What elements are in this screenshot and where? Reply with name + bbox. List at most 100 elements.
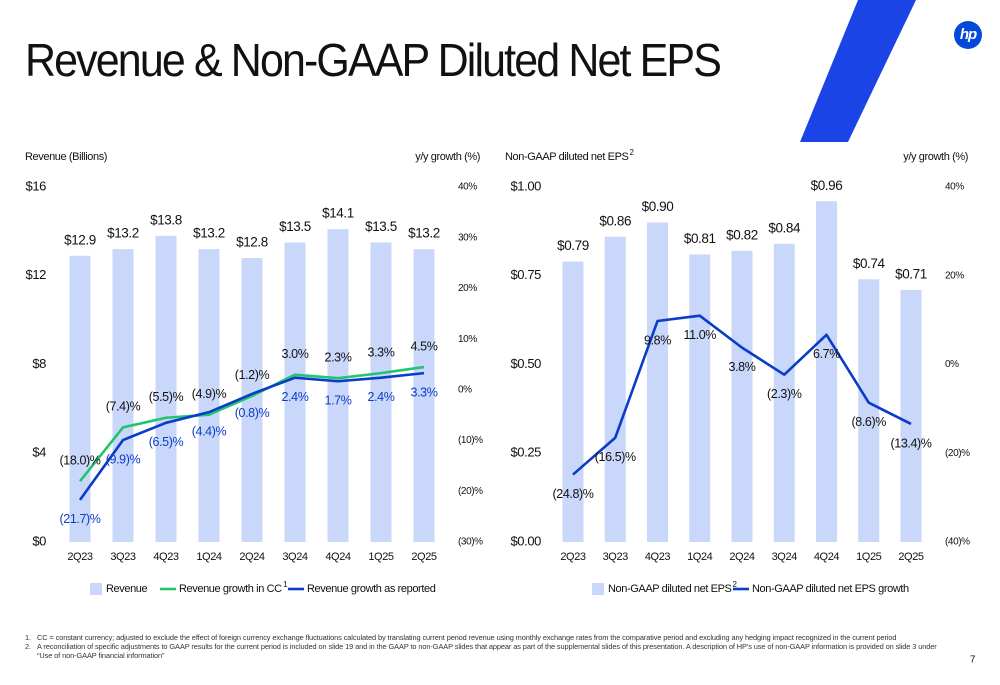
bar [689, 254, 711, 542]
y2-tick-label: (20)% [458, 486, 483, 497]
line-value-label: 4.5% [411, 339, 438, 353]
bar [773, 243, 795, 543]
bar-value-label: $0.86 [599, 213, 631, 228]
page-number: 7 [970, 655, 976, 666]
x-tick-label: 2Q23 [560, 551, 586, 563]
bar-value-label: $0.82 [726, 227, 758, 242]
bar-value-label: $0.81 [684, 231, 716, 246]
line-value-label: (5.5)% [149, 390, 184, 404]
bar [562, 261, 584, 542]
legend-label: Revenue growth in CC [179, 583, 282, 595]
line-value-label: 3.3% [411, 385, 438, 399]
line-value-label: (1.2)% [235, 368, 270, 382]
x-tick-label: 3Q24 [282, 551, 308, 563]
bar-value-label: $13.5 [365, 219, 397, 234]
x-tick-label: 1Q24 [196, 551, 222, 563]
x-tick-label: 3Q24 [772, 551, 798, 563]
y2-tick-label: 30% [458, 232, 477, 243]
axis-title-note: 2 [630, 148, 635, 157]
y2-axis-title: y/y growth (%) [415, 151, 480, 163]
bar [858, 279, 880, 542]
x-tick-label: 2Q25 [411, 551, 437, 563]
bar-value-label: $0.90 [642, 199, 674, 214]
y2-tick-label: (20)% [945, 448, 970, 459]
y2-tick-label: 40% [458, 182, 477, 193]
line-value-label: (21.7)% [60, 512, 101, 526]
x-tick-label: 2Q24 [239, 551, 265, 563]
y2-tick-label: 10% [458, 334, 477, 345]
line [78, 371, 425, 501]
footnote-text: A reconciliation of specific adjustments… [37, 642, 937, 660]
line [78, 365, 425, 482]
y-tick-label: $0.75 [510, 267, 541, 282]
y2-tick-label: (40)% [945, 537, 970, 548]
bar-value-label: $13.5 [279, 219, 311, 234]
y2-tick-label: (10)% [458, 435, 483, 446]
line-value-label: (6.5)% [149, 435, 184, 449]
legend-note: 2 [733, 580, 738, 589]
line-value-label: (0.8)% [235, 406, 270, 420]
line-value-label: 2.3% [325, 350, 352, 364]
bar-value-label: $14.1 [322, 206, 354, 221]
line-value-label: (24.8)% [553, 487, 594, 501]
footnote: 2. A reconciliation of specific adjustmen… [25, 642, 945, 660]
y-tick-label: $0.25 [510, 445, 541, 460]
bar [327, 229, 349, 542]
y2-tick-label: (30)% [458, 537, 483, 548]
legend-note: 1 [283, 580, 288, 589]
line [572, 314, 912, 476]
line-value-label: (7.4)% [106, 400, 141, 414]
bar [112, 249, 134, 542]
y2-tick-label: 20% [945, 270, 964, 281]
bar-value-label: $13.2 [193, 226, 225, 241]
bar [370, 242, 392, 542]
line-value-label: (16.5)% [595, 450, 636, 464]
bar-value-label: $13.2 [408, 226, 440, 241]
logo: hp [960, 26, 977, 43]
x-tick-label: 4Q23 [645, 551, 671, 563]
x-tick-label: 1Q25 [856, 551, 882, 563]
x-tick-label: 4Q24 [325, 551, 351, 563]
line-value-label: (4.9)% [192, 387, 227, 401]
y2-tick-label: 0% [458, 384, 472, 395]
decorative-stripe [800, 0, 916, 142]
y2-axis-title: y/y growth (%) [903, 151, 968, 163]
bar-value-label: $13.2 [107, 226, 139, 241]
line-value-label: 3.8% [729, 360, 756, 374]
y-tick-label: $16 [26, 178, 47, 193]
bar [816, 201, 837, 542]
bar [413, 249, 435, 542]
bar-value-label: $0.74 [853, 256, 886, 271]
line-value-label: (4.4)% [192, 424, 227, 438]
y-tick-label: $4 [32, 445, 46, 460]
x-tick-label: 2Q25 [898, 551, 924, 563]
footnote-text: CC = constant currency; adjusted to excl… [37, 633, 897, 642]
bar [241, 258, 263, 542]
y-tick-label: $8 [32, 356, 46, 371]
x-tick-label: 2Q24 [729, 551, 755, 563]
line-value-label: (9.9)% [106, 452, 141, 466]
legend-label: Revenue growth as reported [307, 583, 436, 595]
y-tick-label: $1.00 [510, 178, 541, 193]
bar [900, 289, 922, 542]
x-tick-label: 4Q24 [814, 551, 840, 563]
legend-label: Non-GAAP diluted net EPS [608, 583, 732, 595]
y-tick-label: $0.00 [510, 533, 541, 548]
legend-label: Revenue [106, 583, 148, 595]
line-value-label: (18.0)% [60, 453, 101, 467]
x-tick-label: 4Q23 [153, 551, 179, 563]
bar [284, 242, 306, 542]
y-axis-title: Non-GAAP diluted net EPS [505, 151, 629, 163]
y-tick-label: $0 [32, 533, 46, 548]
legend-swatch [90, 583, 102, 595]
footnote-number: 1. [25, 633, 31, 642]
y-tick-label: $0.50 [510, 356, 541, 371]
x-tick-label: 1Q24 [687, 551, 713, 563]
logo-badge [954, 21, 982, 49]
bar-value-label: $12.8 [236, 235, 268, 250]
bar [198, 249, 220, 542]
bar [647, 222, 668, 542]
x-tick-label: 1Q25 [368, 551, 394, 563]
line-value-label: (2.3)% [767, 387, 802, 401]
bar-value-label: $0.79 [557, 238, 589, 253]
